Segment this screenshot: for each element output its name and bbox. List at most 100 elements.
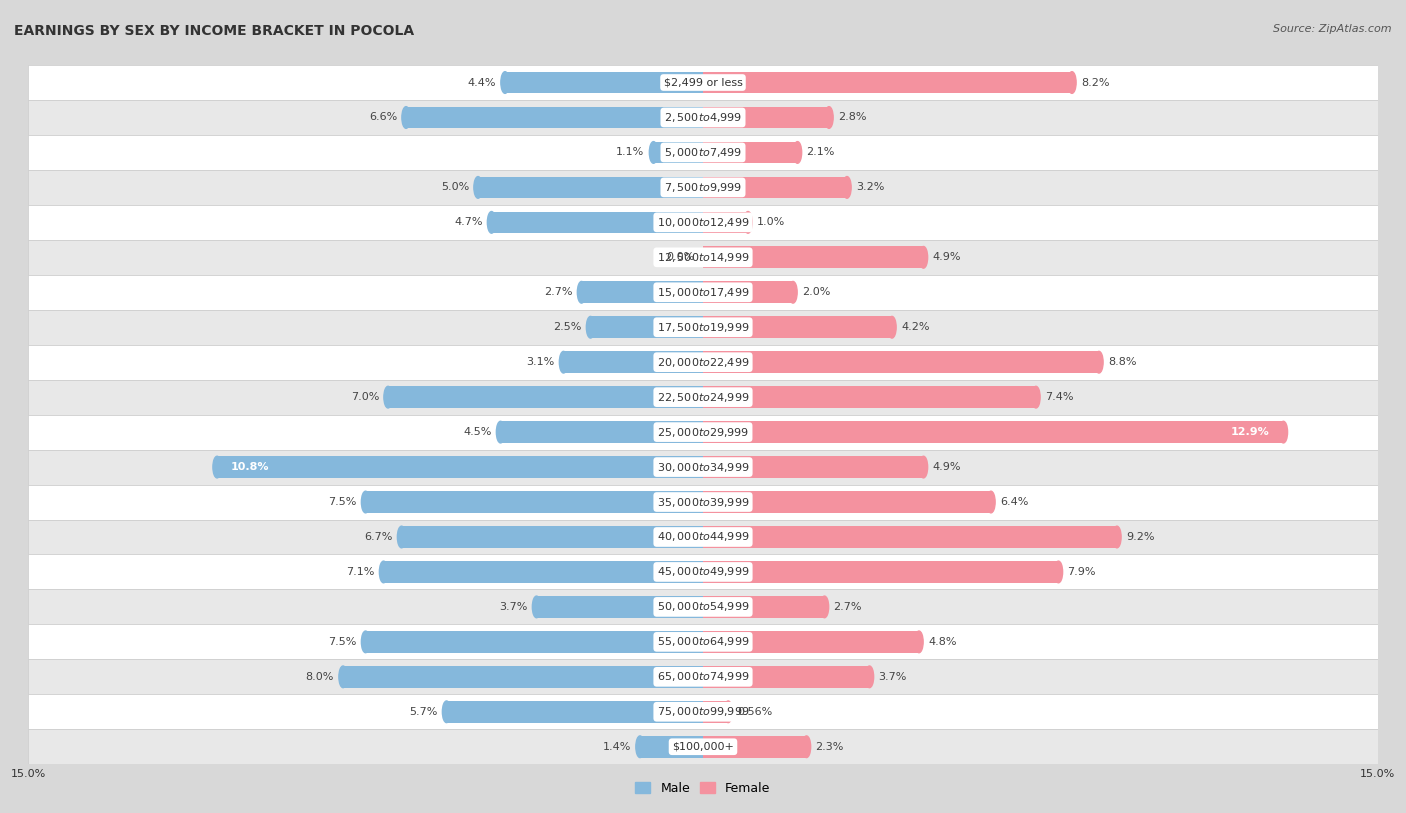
Ellipse shape bbox=[1054, 561, 1063, 583]
Bar bbox=[28, 240, 1378, 275]
Bar bbox=[478, 176, 703, 198]
Bar bbox=[384, 561, 703, 583]
Bar bbox=[366, 631, 703, 653]
Ellipse shape bbox=[501, 72, 509, 93]
Bar bbox=[703, 351, 1099, 373]
Text: 4.2%: 4.2% bbox=[901, 322, 929, 333]
Bar bbox=[703, 561, 1059, 583]
Ellipse shape bbox=[361, 631, 370, 653]
Text: 9.2%: 9.2% bbox=[1126, 532, 1154, 542]
Bar bbox=[703, 316, 891, 338]
Bar bbox=[28, 275, 1378, 310]
Text: 7.0%: 7.0% bbox=[350, 392, 380, 402]
Bar bbox=[447, 701, 703, 723]
Ellipse shape bbox=[402, 107, 411, 128]
Bar bbox=[703, 141, 797, 163]
Text: $17,500 to $19,999: $17,500 to $19,999 bbox=[657, 321, 749, 333]
Text: 2.5%: 2.5% bbox=[553, 322, 582, 333]
Ellipse shape bbox=[825, 107, 834, 128]
Bar bbox=[505, 72, 703, 93]
Bar bbox=[28, 205, 1378, 240]
Text: $30,000 to $34,999: $30,000 to $34,999 bbox=[657, 461, 749, 473]
Bar bbox=[703, 72, 1071, 93]
Ellipse shape bbox=[1067, 72, 1076, 93]
Bar bbox=[703, 701, 728, 723]
Text: 5.7%: 5.7% bbox=[409, 706, 437, 717]
Text: $22,500 to $24,999: $22,500 to $24,999 bbox=[657, 391, 749, 403]
Bar bbox=[703, 386, 1036, 408]
Bar bbox=[703, 211, 748, 233]
Text: $100,000+: $100,000+ bbox=[672, 741, 734, 752]
Ellipse shape bbox=[987, 491, 995, 513]
Text: 4.4%: 4.4% bbox=[468, 77, 496, 88]
Text: 10.8%: 10.8% bbox=[231, 462, 269, 472]
Ellipse shape bbox=[380, 561, 388, 583]
Ellipse shape bbox=[1112, 526, 1121, 548]
Bar bbox=[28, 380, 1378, 415]
Ellipse shape bbox=[650, 141, 658, 163]
Text: $25,000 to $29,999: $25,000 to $29,999 bbox=[657, 426, 749, 438]
Bar bbox=[217, 456, 703, 478]
Ellipse shape bbox=[1279, 421, 1288, 443]
Text: $50,000 to $54,999: $50,000 to $54,999 bbox=[657, 601, 749, 613]
Bar bbox=[28, 694, 1378, 729]
Text: 7.5%: 7.5% bbox=[328, 497, 357, 507]
Ellipse shape bbox=[586, 316, 595, 338]
Text: 8.2%: 8.2% bbox=[1081, 77, 1109, 88]
Text: 4.7%: 4.7% bbox=[454, 217, 482, 228]
Bar bbox=[366, 491, 703, 513]
Bar bbox=[28, 135, 1378, 170]
Text: 0.0%: 0.0% bbox=[666, 252, 695, 263]
Text: 7.5%: 7.5% bbox=[328, 637, 357, 647]
Text: Source: ZipAtlas.com: Source: ZipAtlas.com bbox=[1274, 24, 1392, 34]
Text: $20,000 to $22,499: $20,000 to $22,499 bbox=[657, 356, 749, 368]
Text: 2.8%: 2.8% bbox=[838, 112, 866, 123]
Text: $55,000 to $64,999: $55,000 to $64,999 bbox=[657, 636, 749, 648]
Bar bbox=[703, 281, 793, 303]
Text: 7.9%: 7.9% bbox=[1067, 567, 1095, 577]
Text: $75,000 to $99,999: $75,000 to $99,999 bbox=[657, 706, 749, 718]
Text: $10,000 to $12,499: $10,000 to $12,499 bbox=[657, 216, 749, 228]
Text: 3.1%: 3.1% bbox=[526, 357, 554, 367]
Text: $2,500 to $4,999: $2,500 to $4,999 bbox=[664, 111, 742, 124]
Text: 4.9%: 4.9% bbox=[932, 462, 960, 472]
Ellipse shape bbox=[636, 736, 644, 758]
Bar bbox=[28, 310, 1378, 345]
Bar bbox=[640, 736, 703, 758]
Text: 6.6%: 6.6% bbox=[368, 112, 396, 123]
Ellipse shape bbox=[820, 596, 828, 618]
Text: $15,000 to $17,499: $15,000 to $17,499 bbox=[657, 286, 749, 298]
Bar bbox=[703, 526, 1116, 548]
Text: $7,500 to $9,999: $7,500 to $9,999 bbox=[664, 181, 742, 193]
Text: 4.8%: 4.8% bbox=[928, 637, 956, 647]
Text: $12,500 to $14,999: $12,500 to $14,999 bbox=[657, 251, 749, 263]
Text: 6.4%: 6.4% bbox=[1000, 497, 1028, 507]
Bar bbox=[703, 107, 830, 128]
Ellipse shape bbox=[744, 211, 752, 233]
Text: $5,000 to $7,499: $5,000 to $7,499 bbox=[664, 146, 742, 159]
Text: 1.0%: 1.0% bbox=[756, 217, 785, 228]
Ellipse shape bbox=[803, 736, 811, 758]
Bar bbox=[703, 736, 807, 758]
Bar bbox=[654, 141, 703, 163]
Ellipse shape bbox=[915, 631, 924, 653]
Text: 3.2%: 3.2% bbox=[856, 182, 884, 193]
Bar bbox=[492, 211, 703, 233]
Bar bbox=[28, 624, 1378, 659]
Ellipse shape bbox=[1095, 351, 1104, 373]
Bar bbox=[703, 421, 1284, 443]
Legend: Male, Female: Male, Female bbox=[630, 777, 776, 800]
Ellipse shape bbox=[560, 351, 568, 373]
Ellipse shape bbox=[865, 666, 873, 688]
Bar bbox=[28, 485, 1378, 520]
Ellipse shape bbox=[887, 316, 896, 338]
Bar bbox=[388, 386, 703, 408]
Bar bbox=[28, 520, 1378, 554]
Ellipse shape bbox=[789, 281, 797, 303]
Bar bbox=[28, 415, 1378, 450]
Bar bbox=[28, 729, 1378, 764]
Ellipse shape bbox=[398, 526, 406, 548]
Bar bbox=[28, 659, 1378, 694]
Ellipse shape bbox=[724, 701, 733, 723]
Text: $40,000 to $44,999: $40,000 to $44,999 bbox=[657, 531, 749, 543]
